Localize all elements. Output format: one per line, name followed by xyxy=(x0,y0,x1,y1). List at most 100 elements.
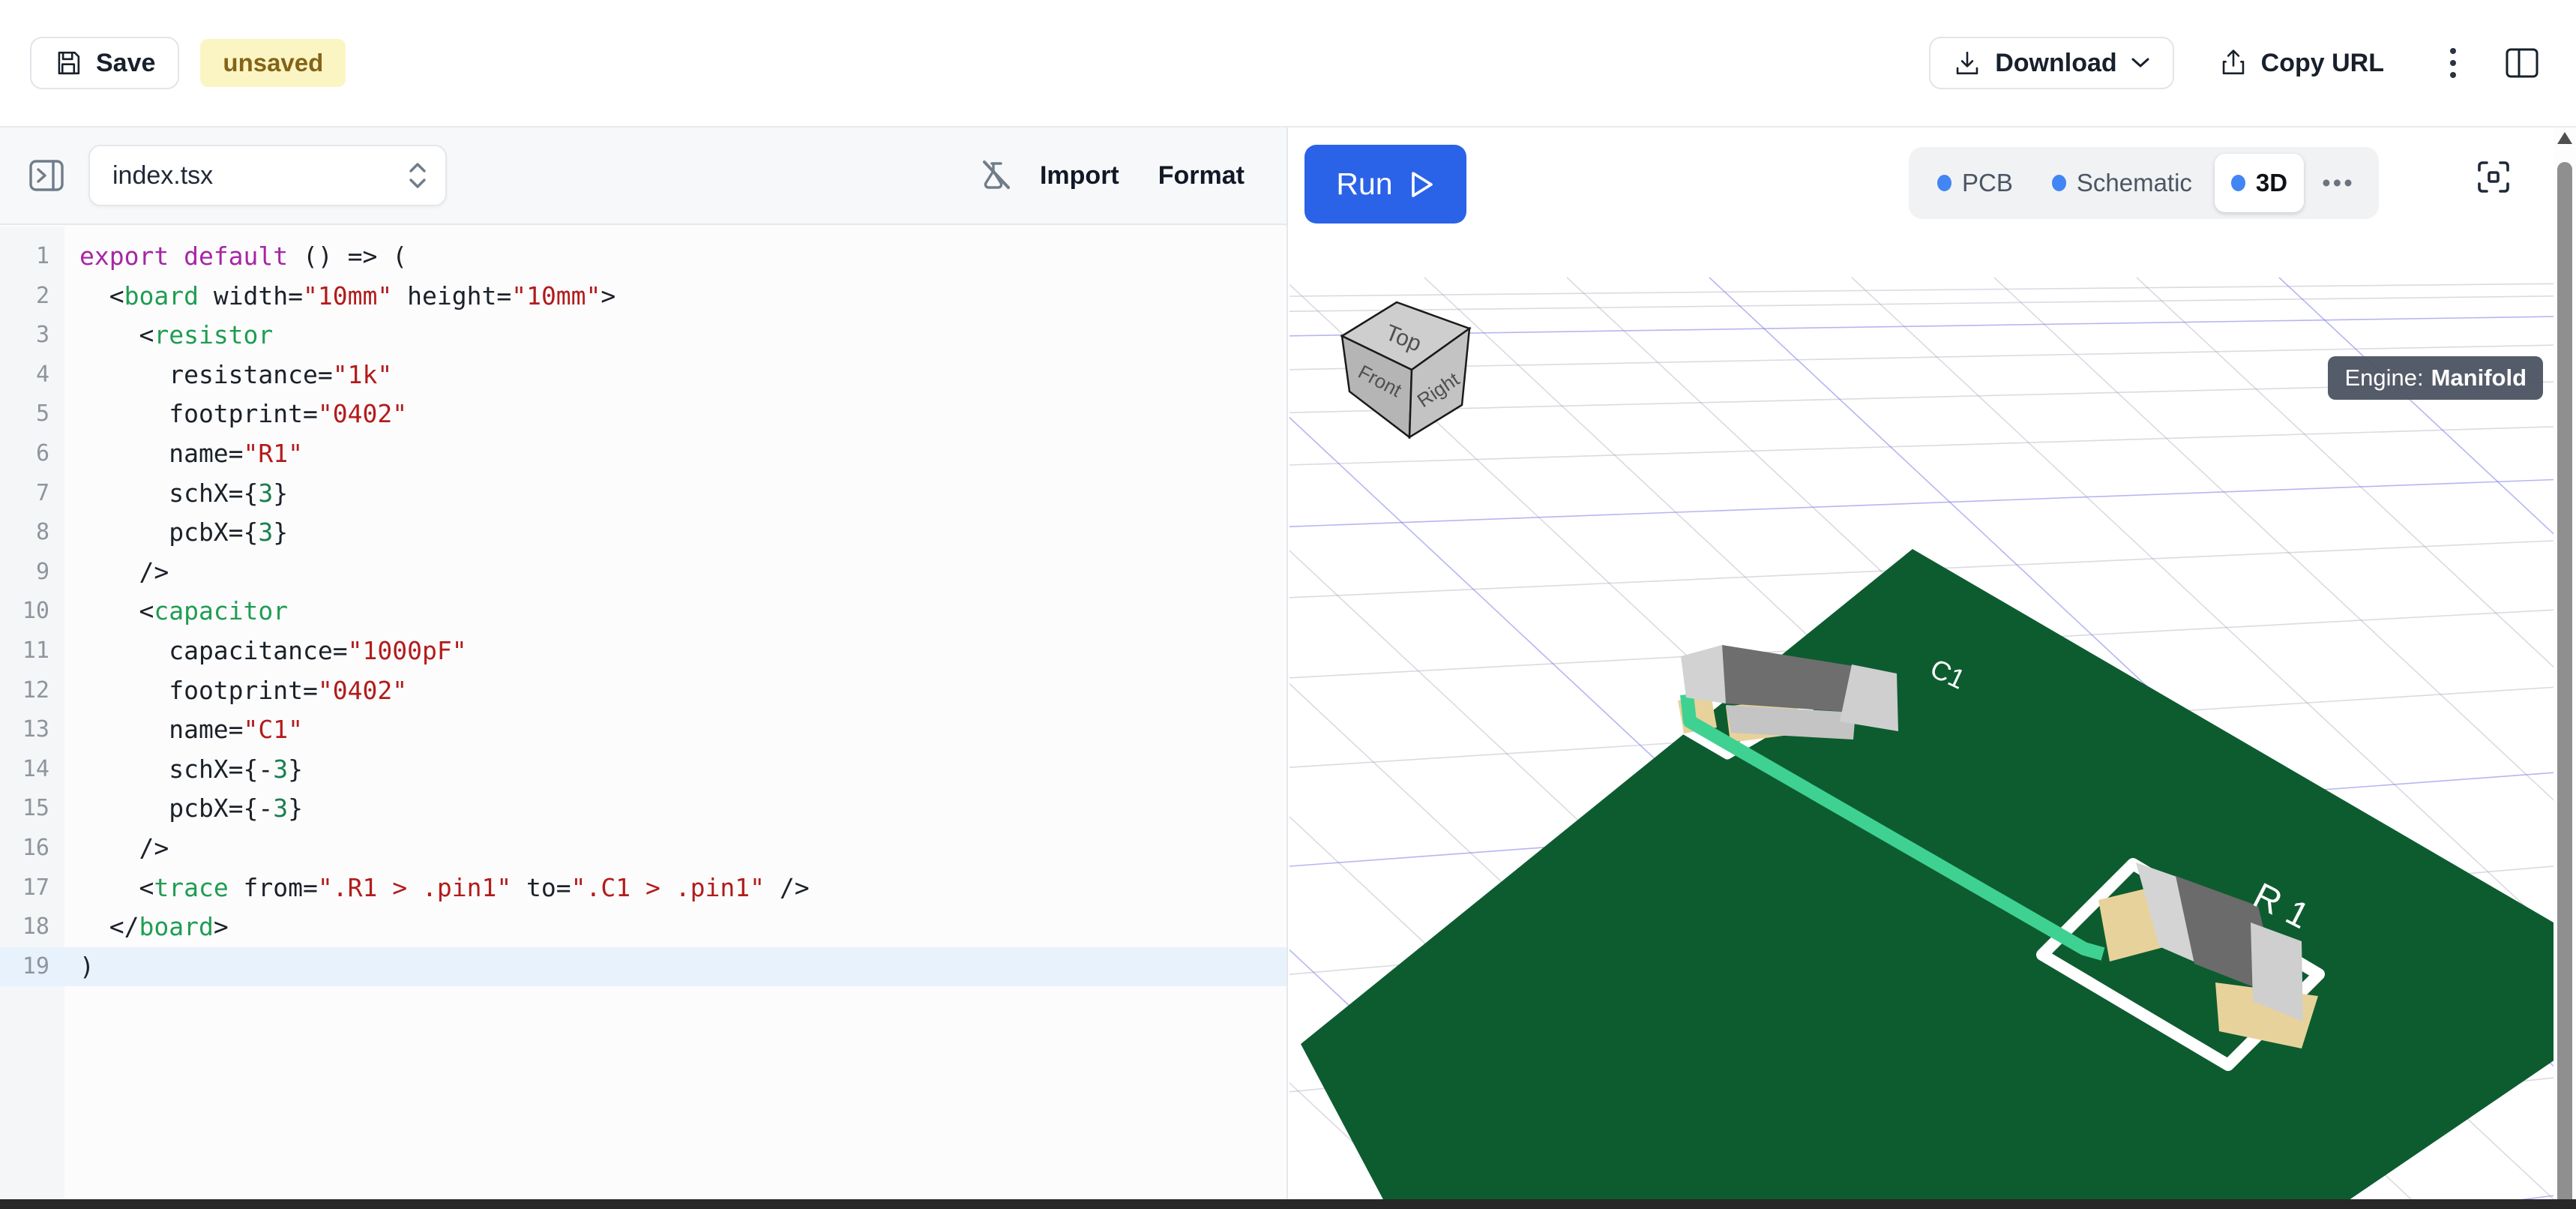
code-lines: 1 export default () => ( 2 <board width="1… xyxy=(0,237,1287,987)
line-number: 7 xyxy=(0,473,64,514)
line-number: 16 xyxy=(0,828,64,868)
copy-url-label: Copy URL xyxy=(2260,48,2384,77)
select-chevrons-icon xyxy=(408,160,427,190)
import-button[interactable]: Import xyxy=(1020,161,1139,190)
line-content: ) xyxy=(64,946,1287,987)
code-line[interactable]: 13 name="C1" xyxy=(0,710,1287,750)
more-options-button[interactable] xyxy=(2429,39,2477,87)
code-line[interactable]: 5 footprint="0402" xyxy=(0,394,1287,434)
sidebar-toggle-icon[interactable] xyxy=(22,152,70,200)
line-content: pcbX={3} xyxy=(79,518,289,548)
line-number: 19 xyxy=(0,946,64,987)
pcb-dot-icon xyxy=(1937,175,1951,191)
code-line[interactable]: 11 capacitance="1000pF" xyxy=(0,631,1287,671)
line-content: <board width="10mm" height="10mm"> xyxy=(79,280,616,310)
tab-3d[interactable]: 3D xyxy=(2214,154,2305,212)
autorun-disabled-icon[interactable] xyxy=(972,152,1020,200)
line-number: 14 xyxy=(0,749,64,790)
line-content: footprint="0402" xyxy=(79,399,408,429)
save-button[interactable]: Save xyxy=(30,37,180,89)
engine-label: Engine: xyxy=(2344,364,2424,391)
line-number: 4 xyxy=(0,355,64,395)
3d-viewport[interactable]: Top Front Right xyxy=(1289,225,2576,1209)
line-content: schX={-3} xyxy=(79,754,304,784)
line-number: 12 xyxy=(0,670,64,711)
line-number: 10 xyxy=(0,592,64,632)
line-number: 13 xyxy=(0,710,64,750)
code-line[interactable]: 15 pcbX={-3} xyxy=(0,789,1287,829)
unsaved-badge: unsaved xyxy=(200,39,346,87)
line-content: footprint="0402" xyxy=(79,675,408,705)
code-line[interactable]: 18 </board> xyxy=(0,908,1287,947)
trace-r1-c1[interactable] xyxy=(1680,694,2105,961)
file-selector-value: index.tsx xyxy=(112,160,214,190)
tab-3d-label: 3D xyxy=(2255,169,2288,196)
code-line[interactable]: 6 name="R1" xyxy=(0,434,1287,474)
line-content: export default () => ( xyxy=(79,242,408,271)
line-number: 5 xyxy=(0,394,64,434)
line-content: resistance="1k" xyxy=(79,359,393,389)
line-number: 18 xyxy=(0,908,64,947)
fullscreen-button[interactable] xyxy=(2474,158,2513,196)
line-content: name="R1" xyxy=(79,438,304,468)
file-selector[interactable]: index.tsx xyxy=(88,145,447,206)
download-button[interactable]: Download xyxy=(1929,37,2174,89)
layout-panel-toggle-button[interactable] xyxy=(2498,39,2546,87)
code-line[interactable]: 8 pcbX={3} xyxy=(0,513,1287,553)
top-toolbar: Save unsaved Download Copy URL xyxy=(0,0,2576,128)
share-icon xyxy=(2219,49,2248,77)
code-line[interactable]: 3 <resistor xyxy=(0,316,1287,356)
line-number: 15 xyxy=(0,789,64,829)
line-number: 11 xyxy=(0,631,64,671)
code-line[interactable]: 9 /> xyxy=(0,552,1287,592)
component-r1[interactable] xyxy=(2136,862,2303,1022)
code-line[interactable]: 1 export default () => ( xyxy=(0,237,1287,277)
save-icon xyxy=(54,49,82,77)
code-line[interactable]: 4 resistance="1k" xyxy=(0,355,1287,395)
code-line[interactable]: 14 schX={-3} xyxy=(0,749,1287,790)
page-scrollbar[interactable] xyxy=(2554,128,2576,1209)
line-content: /> xyxy=(79,832,169,862)
scrollbar-up-arrow-icon[interactable] xyxy=(2557,132,2572,144)
engine-value: Manifold xyxy=(2431,364,2527,391)
code-line[interactable]: 12 footprint="0402" xyxy=(0,670,1287,711)
line-content: </board> xyxy=(79,912,229,942)
view-orientation-cube[interactable]: Top Front Right xyxy=(1340,301,1472,440)
line-number: 8 xyxy=(0,513,64,553)
code-line[interactable]: 10 <capacitor xyxy=(0,592,1287,632)
code-line[interactable]: 19) xyxy=(0,946,1287,987)
line-content: <capacitor xyxy=(79,596,289,626)
chevron-down-icon xyxy=(2131,56,2150,70)
code-area[interactable]: 1 export default () => ( 2 <board width="1… xyxy=(0,226,1287,1209)
play-icon xyxy=(1409,170,1435,199)
download-label: Download xyxy=(1995,48,2117,77)
line-content: capacitance="1000pF" xyxy=(79,635,467,665)
code-line[interactable]: 16 /> xyxy=(0,828,1287,868)
r1-silkscreen xyxy=(2036,858,2325,1071)
preview-panel: Run PCB Schematic 3D ••• xyxy=(1289,128,2576,1209)
line-content: schX={3} xyxy=(79,478,289,508)
tab-schematic[interactable]: Schematic xyxy=(2035,154,2209,212)
tab-pcb-label: PCB xyxy=(1962,169,2013,196)
component-c1[interactable] xyxy=(1681,645,1898,740)
preview-toolbar: Run PCB Schematic 3D ••• xyxy=(1289,128,2576,225)
line-content: /> xyxy=(79,556,169,586)
code-line[interactable]: 17 <trace from=".R1 > .pin1" to=".C1 > .… xyxy=(0,868,1287,908)
code-editor-panel: index.tsx Import Format 1 export default … xyxy=(0,128,1288,1209)
view-tabs: PCB Schematic 3D ••• xyxy=(1909,147,2379,219)
line-content: name="C1" xyxy=(79,715,304,745)
scrollbar-thumb[interactable] xyxy=(2557,162,2572,1209)
pcb-board[interactable] xyxy=(1301,549,2576,1209)
format-button[interactable]: Format xyxy=(1139,161,1264,190)
code-line[interactable]: 2 <board width="10mm" height="10mm"> xyxy=(0,276,1287,316)
code-line[interactable]: 7 schX={3} xyxy=(0,473,1287,514)
engine-badge: Engine: Manifold xyxy=(2328,356,2543,400)
run-button[interactable]: Run xyxy=(1304,145,1466,224)
tabs-more-button[interactable]: ••• xyxy=(2322,169,2355,196)
copy-url-button[interactable]: Copy URL xyxy=(2194,37,2408,89)
line-number: 1 xyxy=(0,237,64,277)
line-number: 6 xyxy=(0,434,64,474)
taskbar-edge xyxy=(0,1199,2576,1209)
line-number: 3 xyxy=(0,316,64,356)
tab-pcb[interactable]: PCB xyxy=(1921,154,2029,212)
